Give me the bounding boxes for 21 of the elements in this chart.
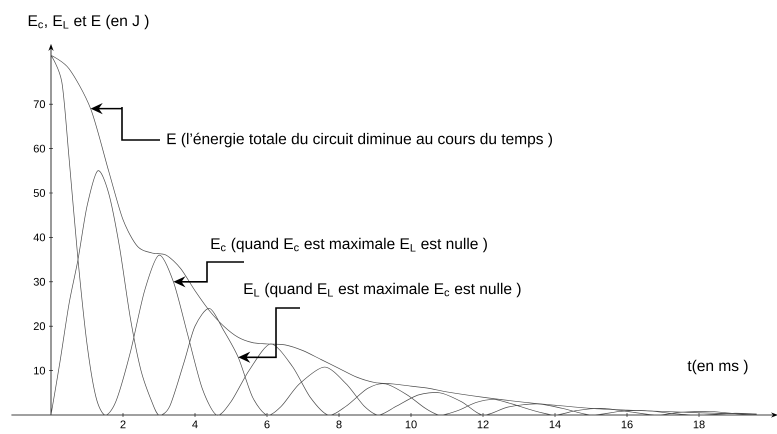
y-tick-label: 50 [34, 189, 46, 197]
y-tick-label: 70 [34, 100, 46, 108]
y-tick-label: 60 [34, 144, 46, 152]
annotation: E$_{c}$ (quand E$_{c}$ est maximale E$_{L}$ est nulle ) [211, 238, 487, 252]
x-tick-label: 8 [336, 420, 342, 428]
x-axis-title: t(en ms ) [688, 360, 748, 374]
x-tick-label: 6 [264, 420, 270, 428]
x-tick-label: 18 [694, 420, 705, 428]
y-tick-label: 20 [34, 322, 46, 330]
x-tick-label: 4 [192, 420, 198, 428]
x-tick-label: 10 [406, 420, 417, 428]
y-tick-label: 10 [34, 366, 46, 374]
y-tick-label: 40 [33, 233, 46, 242]
y-tick-label: 30 [34, 278, 46, 286]
x-tick-label: 16 [622, 420, 633, 428]
annotation: E$_{L}$ (quand E$_{L}$ est maximale E$_{c}$ est nulle ) [244, 282, 521, 298]
annotation: E (l’énergie totale du circuit diminue au cours du temps ) [167, 132, 552, 148]
x-tick-label: 14 [550, 420, 561, 428]
x-tick-label: 2 [120, 420, 126, 428]
x-tick-label: 12 [478, 420, 489, 428]
y-axis-title: E$_{c}$, E$_{L}$ et E (en J ) [28, 14, 148, 30]
